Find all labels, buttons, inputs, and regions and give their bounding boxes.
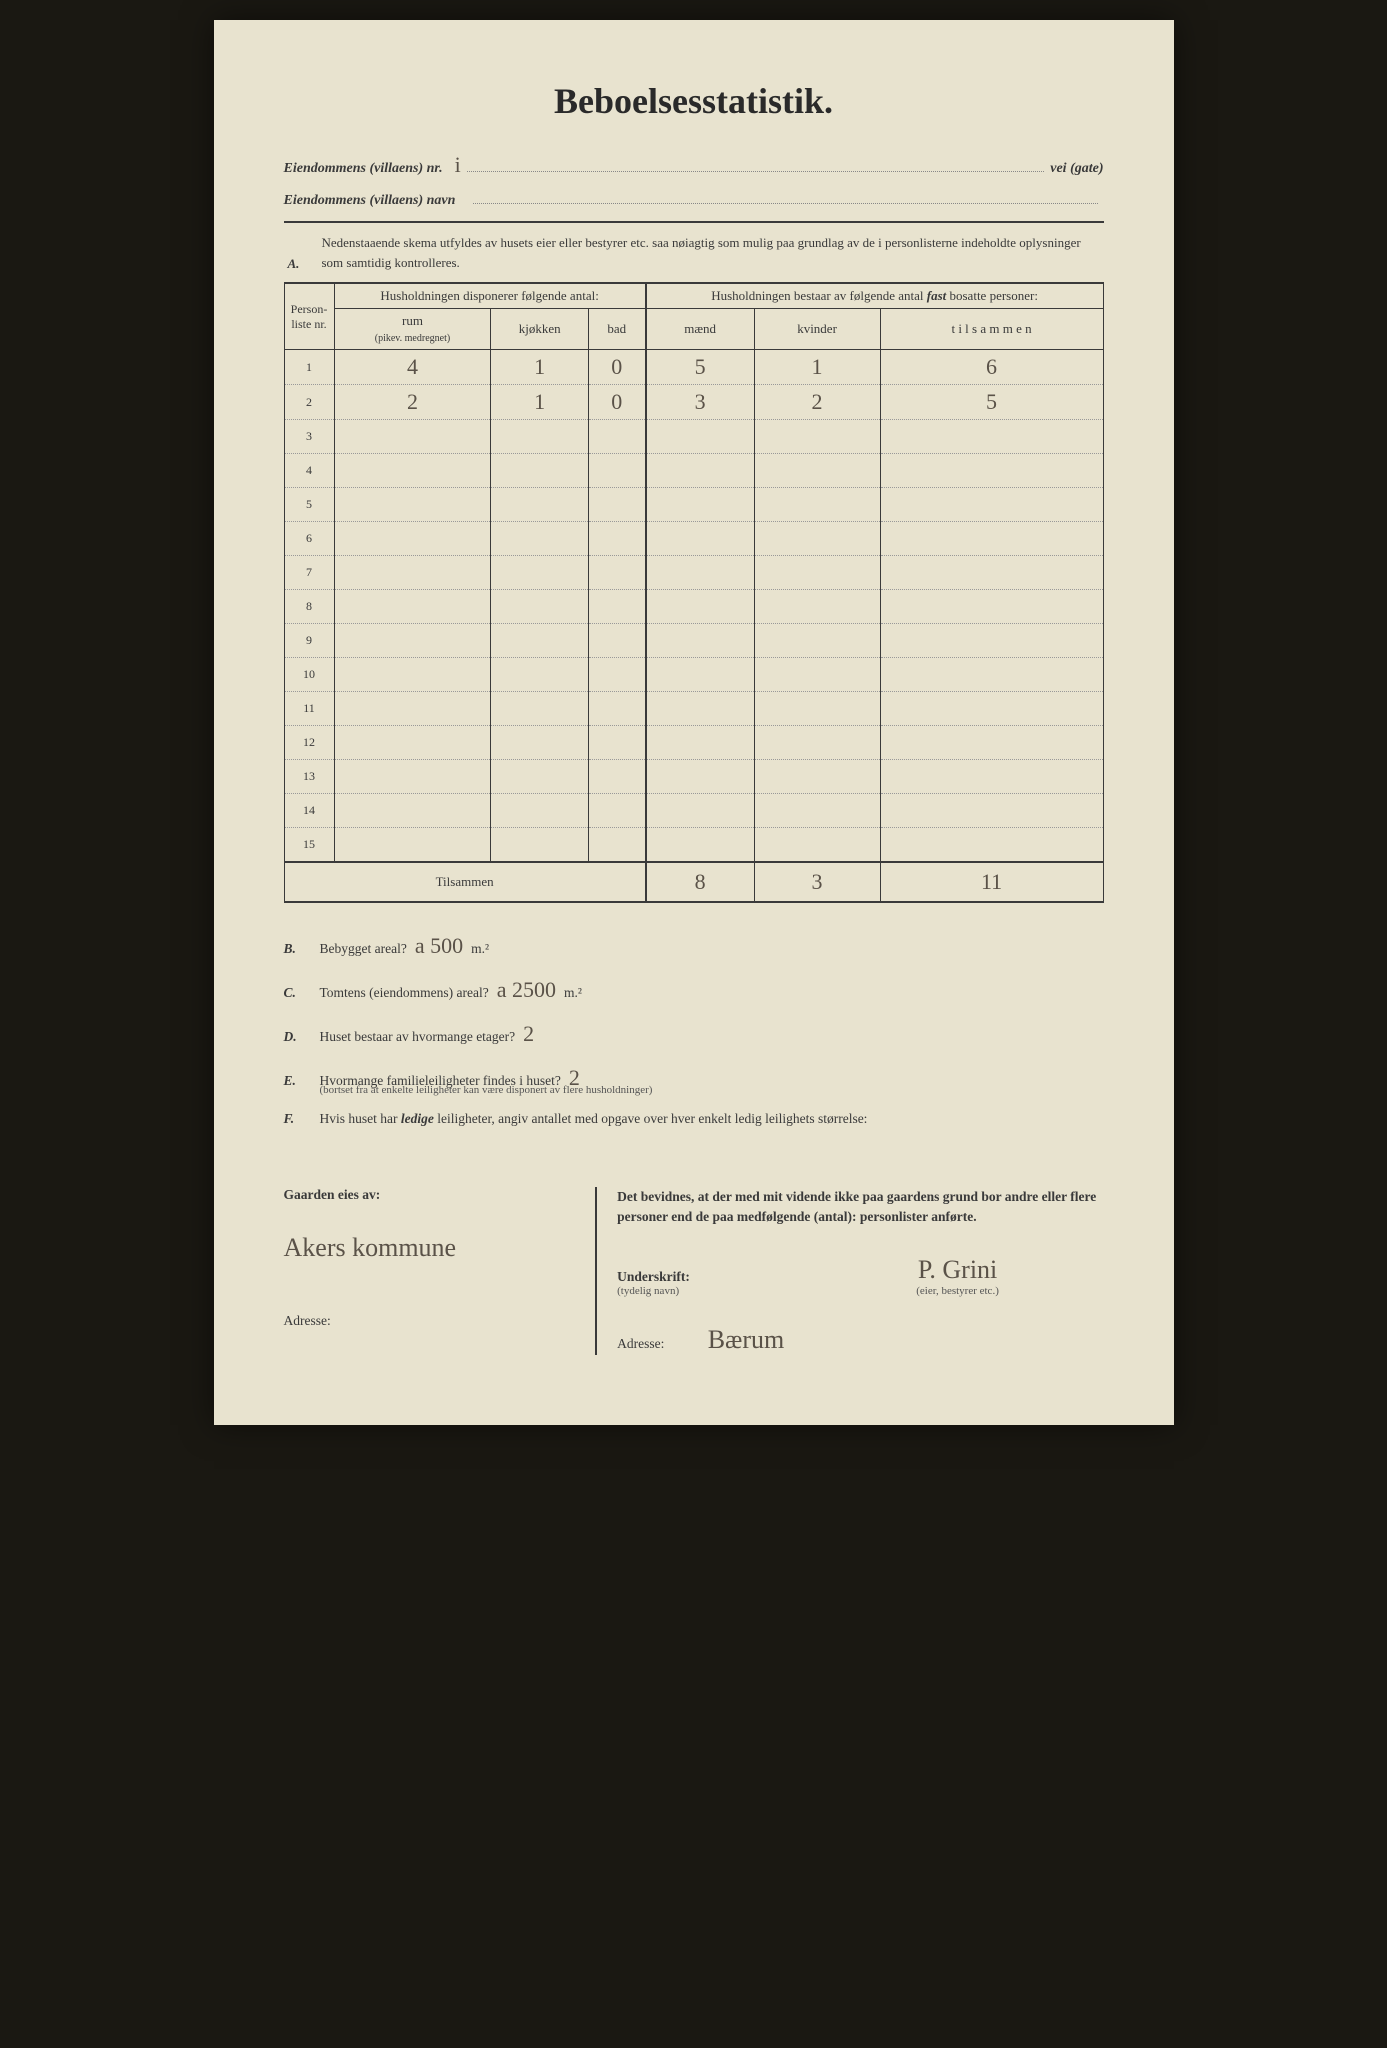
footer-right: Det bevidnes, at der med mit vidende ikk…	[595, 1187, 1103, 1356]
col-tilsammen: t i l s a m m e n	[880, 309, 1103, 350]
cell-value: 6	[986, 354, 997, 379]
col-kvinder: kvinder	[754, 309, 880, 350]
addr-right: Adresse: Bærum	[617, 1325, 1103, 1355]
col-group2: Husholdningen bestaar av følgende antal …	[646, 284, 1103, 309]
nr-value: i	[455, 152, 461, 178]
document-page: Beboelsesstatistik. Eiendommens (villaen…	[214, 20, 1174, 1425]
owner-label: Gaarden eies av:	[284, 1187, 580, 1203]
table-row: 7	[284, 556, 1103, 590]
table-row: 14	[284, 794, 1103, 828]
table-row: 9	[284, 624, 1103, 658]
table-row: 10	[284, 658, 1103, 692]
footer-section: Gaarden eies av: Akers kommune Adresse: …	[284, 1187, 1104, 1356]
page-title: Beboelsesstatistik.	[284, 80, 1104, 122]
table-row: 6	[284, 522, 1103, 556]
table-row: 13	[284, 760, 1103, 794]
cell-value: 3	[695, 389, 706, 414]
col-kjokken: kjøkken	[491, 309, 588, 350]
property-number-line: Eiendommens (villaens) nr. i vei (gate)	[284, 152, 1104, 178]
total-maend: 8	[695, 869, 706, 894]
adresse-value: Bærum	[708, 1325, 785, 1354]
col-rum: rum(pikev. medregnet)	[334, 309, 491, 350]
question-b: B. Bebygget areal? a 500 m.²	[284, 933, 1104, 959]
dotted-fill	[467, 158, 1045, 172]
bevid-text: Det bevidnes, at der med mit vidende ikk…	[617, 1187, 1103, 1228]
owner-value: Akers kommune	[284, 1233, 580, 1263]
question-d: D. Huset bestaar av hvormange etager? 2	[284, 1021, 1104, 1047]
section-a-text: Nedenstaaende skema utfyldes av husets e…	[322, 233, 1100, 272]
cell-value: 2	[812, 389, 823, 414]
total-tilsammen: 11	[981, 869, 1002, 894]
cell-value: 0	[611, 389, 622, 414]
col-group1: Husholdningen disponerer følgende antal:	[334, 284, 646, 309]
question-f: F. Hvis huset har ledige leiligheter, an…	[284, 1111, 1104, 1127]
cell-value: 4	[407, 354, 418, 379]
vei-gate-label: vei (gate)	[1050, 161, 1103, 177]
total-label: Tilsammen	[284, 862, 646, 902]
household-table: Person-liste nr. Husholdningen disponere…	[284, 283, 1104, 903]
signature-value: P. Grini	[812, 1255, 1104, 1285]
dotted-fill	[473, 190, 1097, 204]
navn-label: Eiendommens (villaens) navn	[284, 193, 456, 209]
table-row: 8	[284, 590, 1103, 624]
col-maend: mænd	[646, 309, 754, 350]
eier-sub: (eier, bestyrer etc.)	[812, 1285, 1104, 1297]
table-row: 2210325	[284, 385, 1103, 420]
table-row: 11	[284, 692, 1103, 726]
cell-value: 1	[534, 354, 545, 379]
question-e-sub: (bortset fra at enkelte leiligheter kan …	[320, 1083, 1104, 1097]
questions-section: B. Bebygget areal? a 500 m.² C. Tomtens …	[284, 933, 1104, 1127]
table-row: 3	[284, 420, 1103, 454]
cell-value: 0	[611, 354, 622, 379]
table-row: 5	[284, 488, 1103, 522]
question-c: C. Tomtens (eiendommens) areal? a 2500 m…	[284, 977, 1104, 1003]
col-bad: bad	[588, 309, 645, 350]
underskrift-sub: (tydelig navn)	[617, 1285, 812, 1297]
property-name-line: Eiendommens (villaens) navn	[284, 190, 1104, 209]
total-kvinder: 3	[812, 869, 823, 894]
total-row: Tilsammen 8 3 11	[284, 862, 1103, 902]
addr-left-label: Adresse:	[284, 1313, 580, 1329]
table-row: 1410516	[284, 350, 1103, 385]
nr-label: Eiendommens (villaens) nr.	[284, 161, 443, 177]
cell-value: 5	[986, 389, 997, 414]
table-row: 4	[284, 454, 1103, 488]
footer-left: Gaarden eies av: Akers kommune Adresse:	[284, 1187, 596, 1356]
table-row: 12	[284, 726, 1103, 760]
cell-value: 1	[534, 389, 545, 414]
underskrift-label: Underskrift:	[617, 1269, 812, 1285]
cell-value: 1	[812, 354, 823, 379]
col-personliste: Person-liste nr.	[284, 284, 334, 350]
cell-value: 5	[695, 354, 706, 379]
cell-value: 2	[407, 389, 418, 414]
section-a-label: A.	[288, 256, 322, 272]
section-a-box: A. Nedenstaaende skema utfyldes av huset…	[284, 221, 1104, 283]
table-row: 15	[284, 828, 1103, 862]
